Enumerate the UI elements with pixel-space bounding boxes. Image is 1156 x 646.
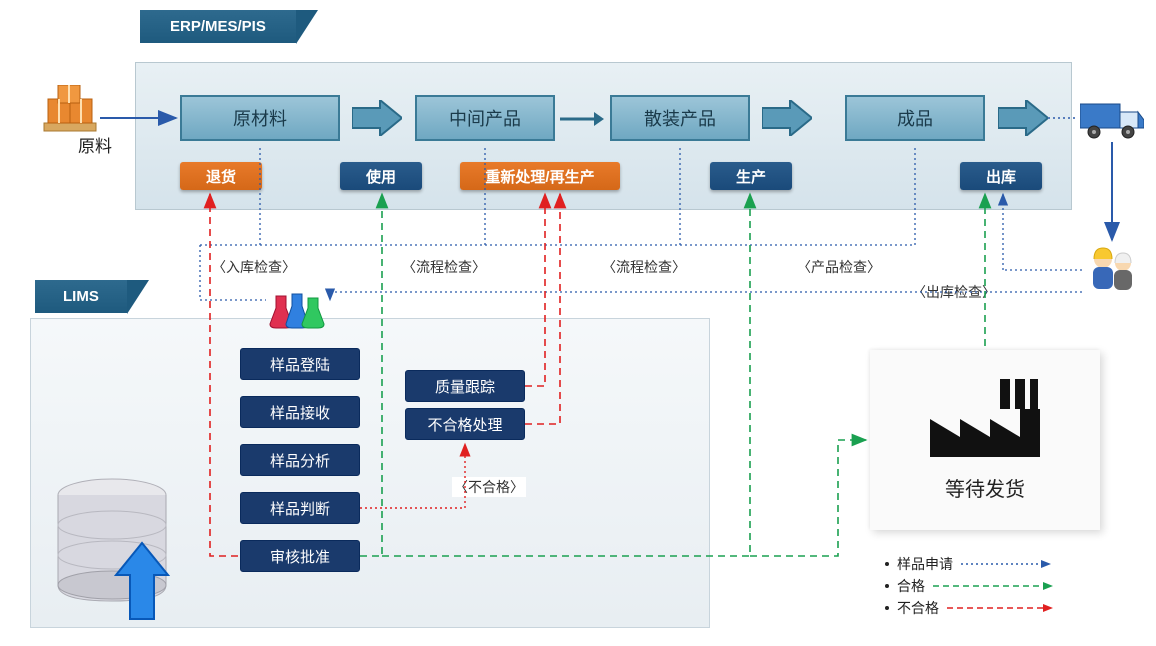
legend-fail: 不合格 [897, 598, 939, 618]
flasks-icon [268, 290, 328, 330]
check-fail: 〈不合格〉 [452, 477, 526, 497]
database-icon [52, 475, 172, 625]
check-prod: 〈产品检查〉 [795, 257, 883, 277]
arrow-4 [998, 100, 1048, 136]
lims-step-4: 样品判断 [240, 492, 360, 524]
boxes-icon [40, 85, 100, 135]
action-return: 退货 [180, 162, 262, 190]
legend-pass: 合格 [897, 576, 925, 596]
check-flow2: 〈流程检查〉 [600, 257, 688, 277]
action-rework: 重新处理/再生产 [460, 162, 620, 190]
stage-final: 成品 [845, 95, 985, 141]
truck-icon [1080, 98, 1144, 140]
action-use: 使用 [340, 162, 422, 190]
lims-step-5: 审核批准 [240, 540, 360, 572]
raw-label: 原料 [78, 132, 112, 157]
lims-step-2: 样品接收 [240, 396, 360, 428]
stage-raw: 原材料 [180, 95, 340, 141]
action-produce: 生产 [710, 162, 792, 190]
worker-icon [1085, 245, 1139, 293]
lims-track: 质量跟踪 [405, 370, 525, 402]
lims-step-1: 样品登陆 [240, 348, 360, 380]
stage-mid: 中间产品 [415, 95, 555, 141]
factory-icon [930, 379, 1040, 459]
ship-wait-box: 等待发货 [870, 350, 1100, 530]
check-flow1: 〈流程检查〉 [400, 257, 488, 277]
lims-step-3: 样品分析 [240, 444, 360, 476]
check-in: 〈入库检查〉 [210, 257, 298, 277]
lims-tab: LIMS [35, 280, 127, 313]
arrow-1 [352, 100, 402, 136]
action-ship: 出库 [960, 162, 1042, 190]
check-out: 〈出库检查〉 [910, 282, 998, 302]
stage-bulk: 散装产品 [610, 95, 750, 141]
ship-wait-label: 等待发货 [945, 473, 1025, 502]
legend: 样品申请 合格 不合格 [885, 554, 1145, 620]
arrow-2 [560, 109, 604, 129]
legend-request: 样品申请 [897, 554, 953, 574]
lims-nc: 不合格处理 [405, 408, 525, 440]
erp-tab: ERP/MES/PIS [140, 10, 296, 43]
arrow-3 [762, 100, 812, 136]
